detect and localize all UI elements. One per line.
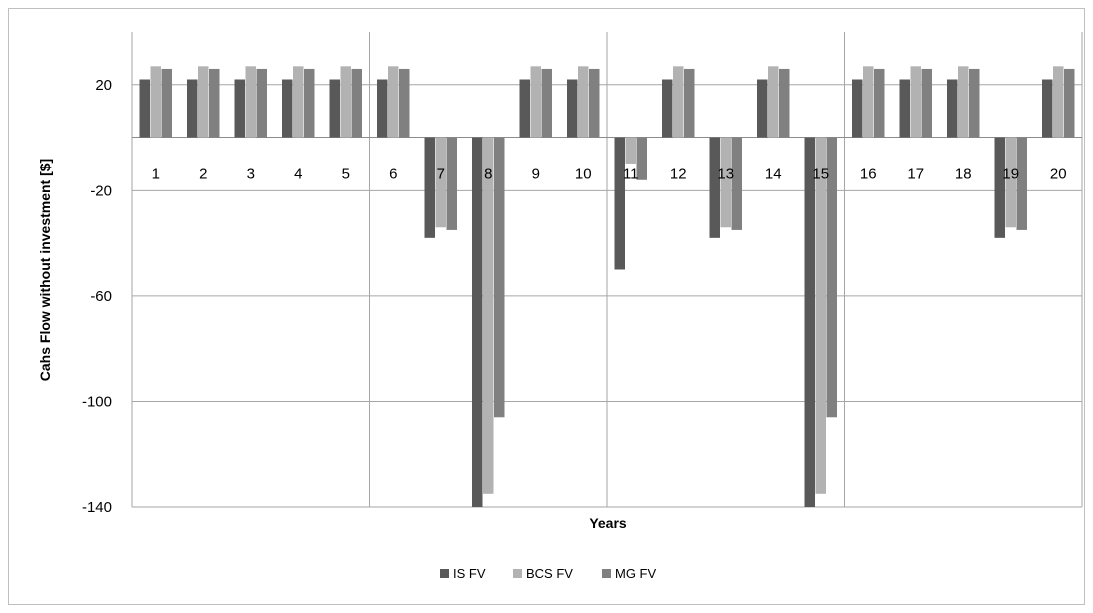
bar	[472, 137, 483, 508]
bar	[530, 66, 541, 138]
y-axis-title: Cahs Flow without investment [$]	[37, 159, 53, 381]
bar	[863, 66, 874, 138]
y-tick-label: -20	[90, 182, 112, 199]
y-tick-label: -60	[90, 288, 112, 305]
x-tick-label: 12	[670, 166, 687, 183]
bar	[673, 66, 684, 138]
bar	[757, 79, 768, 138]
bar	[541, 68, 552, 138]
bar	[256, 68, 267, 138]
bar	[293, 66, 304, 138]
x-tick-label: 16	[860, 166, 877, 183]
x-tick-label: 4	[294, 166, 302, 183]
bar	[731, 137, 742, 230]
legend-label: BCS FV	[526, 566, 573, 581]
bar	[958, 66, 969, 138]
bar	[899, 79, 910, 138]
x-axis-title: Years	[589, 515, 627, 531]
grid-layer	[131, 32, 1083, 508]
bar	[852, 79, 863, 138]
y-tick-label: -140	[82, 499, 112, 516]
x-tick-label: 15	[812, 166, 829, 183]
x-tick-label: 10	[575, 166, 592, 183]
x-tick-label: 17	[907, 166, 924, 183]
bar	[768, 66, 779, 138]
bar	[388, 66, 399, 138]
bar	[874, 68, 885, 138]
bar	[245, 66, 256, 138]
bar	[304, 68, 315, 138]
bar	[424, 137, 435, 238]
legend-swatch	[602, 569, 611, 578]
bar	[1016, 137, 1027, 230]
bar	[1005, 137, 1016, 228]
bar	[614, 137, 625, 270]
bar	[709, 137, 720, 238]
x-tick-label: 14	[765, 166, 782, 183]
bar	[684, 68, 695, 138]
bar	[483, 137, 494, 494]
x-tick-label: 8	[484, 166, 492, 183]
bar	[340, 66, 351, 138]
bar	[1053, 66, 1064, 138]
bar	[329, 79, 340, 138]
bar	[446, 137, 457, 230]
bar-layer	[139, 66, 1075, 508]
bar	[994, 137, 1005, 238]
bar	[720, 137, 731, 228]
bar	[377, 79, 388, 138]
bar	[1042, 79, 1053, 138]
bar	[399, 68, 410, 138]
bar	[779, 68, 790, 138]
bar	[815, 137, 826, 494]
x-tick-label: 13	[717, 166, 734, 183]
bar	[282, 79, 293, 138]
y-tick-label: 20	[95, 77, 112, 94]
bar	[662, 79, 673, 138]
legend: IS FV BCS FV MG FV	[440, 566, 656, 581]
bar	[589, 68, 600, 138]
bar	[826, 137, 837, 418]
bar	[636, 137, 647, 180]
bar	[969, 68, 980, 138]
bar	[804, 137, 815, 508]
bar	[567, 79, 578, 138]
bar	[209, 68, 220, 138]
x-tick-label: 11	[623, 166, 639, 183]
x-tick-label: 18	[955, 166, 972, 183]
bar	[351, 68, 362, 138]
bar	[198, 66, 209, 138]
x-tick-label: 20	[1050, 166, 1067, 183]
bar	[1064, 68, 1075, 138]
x-tick-label: 19	[1002, 166, 1019, 183]
x-tick-label: 1	[152, 166, 160, 183]
x-tick-label: 5	[342, 166, 350, 183]
x-tick-label: 3	[247, 166, 255, 183]
x-tick-label: 9	[532, 166, 540, 183]
bar	[187, 79, 198, 138]
bar	[578, 66, 589, 138]
x-tick-label: 7	[437, 166, 445, 183]
bar	[494, 137, 505, 418]
legend-label: MG FV	[615, 566, 656, 581]
x-tick-label: 6	[389, 166, 397, 183]
legend-swatch	[513, 569, 522, 578]
bar	[625, 137, 636, 164]
legend-swatch	[440, 569, 449, 578]
bar	[435, 137, 446, 228]
bar	[519, 79, 530, 138]
bar	[139, 79, 150, 138]
y-tick-label: -100	[82, 393, 112, 410]
bar	[910, 66, 921, 138]
bar	[161, 68, 172, 138]
bar	[921, 68, 932, 138]
legend-label: IS FV	[453, 566, 486, 581]
x-tick-label: 2	[199, 166, 207, 183]
bar	[150, 66, 161, 138]
bar	[234, 79, 245, 138]
bar	[947, 79, 958, 138]
